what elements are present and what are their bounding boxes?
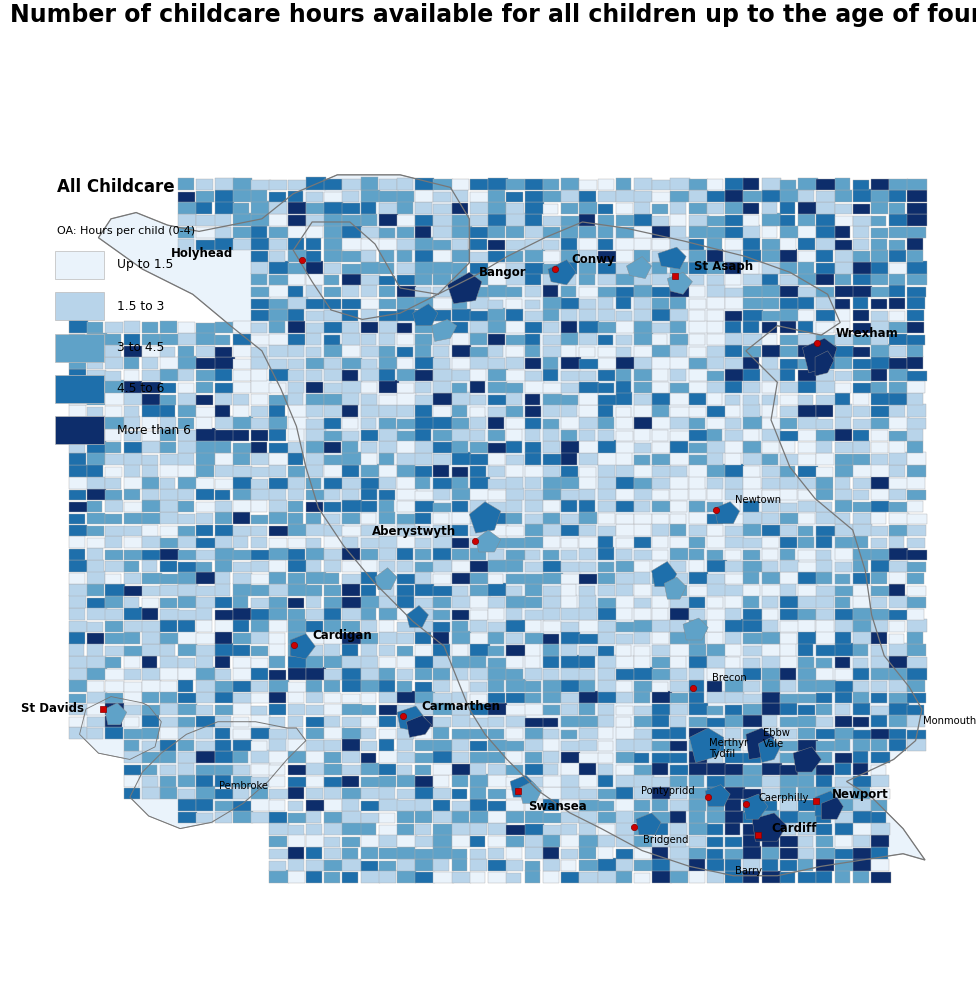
Text: 3 to 4.5: 3 to 4.5 xyxy=(117,341,164,354)
Polygon shape xyxy=(519,781,542,803)
Text: OA: Hours per child (0-4): OA: Hours per child (0-4) xyxy=(57,226,195,236)
FancyBboxPatch shape xyxy=(55,334,104,362)
FancyBboxPatch shape xyxy=(55,251,104,279)
Text: Ebbw
Vale: Ebbw Vale xyxy=(763,728,790,749)
Text: 4.5 to 6: 4.5 to 6 xyxy=(117,382,164,395)
Text: Conwy: Conwy xyxy=(571,253,615,266)
Text: Bangor: Bangor xyxy=(479,266,526,279)
Polygon shape xyxy=(548,260,576,285)
Polygon shape xyxy=(758,737,781,763)
Text: Up to 1.5: Up to 1.5 xyxy=(117,258,174,271)
Text: Cardiff: Cardiff xyxy=(771,822,817,835)
Text: Wrexham: Wrexham xyxy=(836,327,899,340)
Polygon shape xyxy=(447,272,482,304)
Text: All Childcare: All Childcare xyxy=(57,178,175,196)
Polygon shape xyxy=(636,813,661,835)
Polygon shape xyxy=(406,715,431,737)
Polygon shape xyxy=(469,502,501,533)
Polygon shape xyxy=(743,794,768,819)
Text: Swansea: Swansea xyxy=(528,800,587,813)
Polygon shape xyxy=(752,813,787,841)
Polygon shape xyxy=(375,568,397,590)
Text: Monmouth: Monmouth xyxy=(923,716,976,726)
Polygon shape xyxy=(815,791,840,816)
Polygon shape xyxy=(815,351,834,376)
Polygon shape xyxy=(822,797,843,819)
FancyBboxPatch shape xyxy=(55,292,104,320)
Polygon shape xyxy=(665,577,686,599)
Polygon shape xyxy=(658,247,686,269)
Text: Merthyr
Tydfil: Merthyr Tydfil xyxy=(709,738,748,759)
Polygon shape xyxy=(714,502,740,524)
Polygon shape xyxy=(802,338,837,373)
Text: Pembroke: Pembroke xyxy=(220,781,268,791)
Text: Carmarthen: Carmarthen xyxy=(422,700,501,713)
Polygon shape xyxy=(475,530,501,552)
Polygon shape xyxy=(668,272,692,294)
Polygon shape xyxy=(290,634,315,659)
Polygon shape xyxy=(627,257,652,279)
Polygon shape xyxy=(397,706,426,731)
Polygon shape xyxy=(80,697,161,759)
Text: More than 6: More than 6 xyxy=(117,424,190,437)
Text: St Davids: St Davids xyxy=(20,702,84,715)
Polygon shape xyxy=(130,722,305,829)
Polygon shape xyxy=(746,728,774,759)
Polygon shape xyxy=(683,618,709,640)
Text: Bridgend: Bridgend xyxy=(643,835,689,845)
Text: Holyhead: Holyhead xyxy=(171,247,232,260)
Polygon shape xyxy=(413,304,438,326)
Polygon shape xyxy=(99,175,925,876)
Text: Caerphilly: Caerphilly xyxy=(758,793,809,803)
Text: Newtown: Newtown xyxy=(735,495,782,505)
Polygon shape xyxy=(652,561,676,587)
Text: Aberystwyth: Aberystwyth xyxy=(372,525,456,538)
Polygon shape xyxy=(406,605,428,627)
Polygon shape xyxy=(431,319,457,341)
FancyBboxPatch shape xyxy=(55,375,104,403)
FancyBboxPatch shape xyxy=(55,416,104,444)
Text: Pontypridd: Pontypridd xyxy=(641,786,695,796)
Polygon shape xyxy=(705,785,730,807)
Text: Number of childcare hours available for all children up to the age of four: Number of childcare hours available for … xyxy=(10,3,976,27)
Text: Cardigan: Cardigan xyxy=(312,629,372,642)
Polygon shape xyxy=(793,747,822,772)
Text: St Asaph: St Asaph xyxy=(694,260,753,273)
Polygon shape xyxy=(689,728,724,763)
Text: 1.5 to 3: 1.5 to 3 xyxy=(117,300,164,313)
Polygon shape xyxy=(104,703,127,725)
Polygon shape xyxy=(510,775,535,797)
Text: Brecon: Brecon xyxy=(712,673,747,683)
Text: Barry: Barry xyxy=(735,866,762,876)
Text: Newport: Newport xyxy=(832,788,888,801)
